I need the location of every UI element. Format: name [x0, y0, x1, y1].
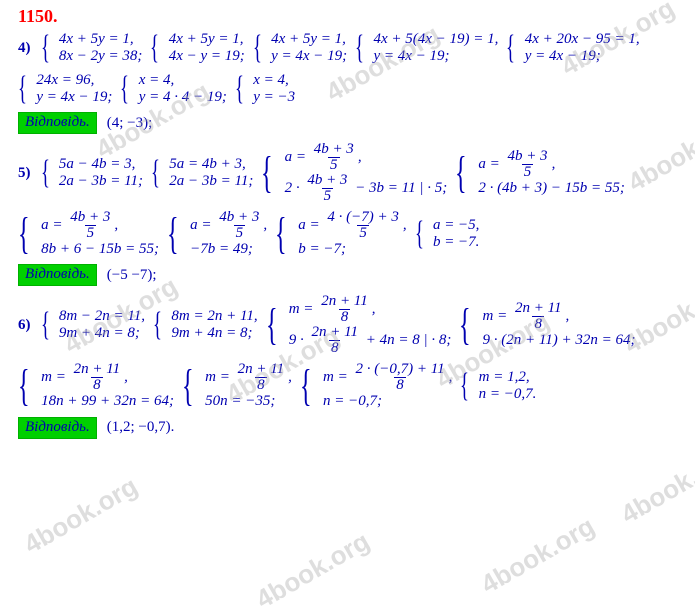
answer-value: (−5 −7); — [107, 267, 157, 284]
p5-number: 5) — [18, 165, 31, 182]
exercise-number: 1150. — [18, 6, 685, 27]
equation-system: { 5a − 4b = 3, 2a − 3b = 11; — [41, 156, 143, 191]
equation-system: {4x + 5(4x − 19) = 1,y = 4x − 19; — [355, 31, 498, 66]
p4-number: 4) — [18, 40, 31, 57]
equation-system: { m = 2n + 118, 18n + 99 + 32n = 64; — [18, 362, 174, 410]
equation-system: { a = 4b + 35, 2 · (4b + 3) − 15b = 55; — [455, 149, 625, 197]
equation-system: { m = 2n + 118, 9 · 2n + 118 + 4n = 8 | … — [266, 294, 452, 356]
equation-system: { m = 2 · (−0,7) + 118, n = −0,7; — [300, 362, 452, 410]
p5-row1: 5) { 5a − 4b = 3, 2a − 3b = 11; { 5a = 4… — [18, 142, 685, 204]
p6-answer: Відповідь. (1,2; −0,7). — [18, 417, 685, 439]
watermark: 4book.org — [19, 471, 143, 561]
p6-number: 6) — [18, 317, 31, 334]
equation-system: {x = 4,y = 4 · 4 − 19; — [120, 72, 226, 107]
equation-system: {4x + 20x − 95 = 1,y = 4x − 19; — [506, 31, 639, 66]
page: 4book.org 4book.org 4book.org 4book.org … — [0, 0, 695, 608]
equation-system: { a = 4 · (−7) + 35, b = −7; — [275, 210, 406, 258]
watermark: 4book.org — [251, 526, 375, 608]
equation-system: { a = 4b + 35, −7b = 49; — [167, 210, 267, 258]
equation-system: {4x + 5y = 1,4x − y = 19; — [150, 31, 244, 66]
equation-system: {x = 4,y = −3 — [235, 72, 295, 107]
watermark: 4book.org — [476, 511, 600, 601]
equation-system: {24x = 96,y = 4x − 19; — [18, 72, 112, 107]
equation-system: {4x + 5y = 1,8x − 2y = 38; — [41, 31, 143, 66]
answer-value: (4; −3); — [107, 115, 153, 132]
answer-label: Відповідь. — [18, 264, 97, 286]
p4-row2: {24x = 96,y = 4x − 19; {x = 4,y = 4 · 4 … — [18, 72, 685, 107]
equation-system: { a = 4b + 35, 2 · 4b + 35 − 3b = 11 | ·… — [261, 142, 447, 204]
answer-label: Відповідь. — [18, 417, 97, 439]
equation-system: { a = 4b + 35, 8b + 6 − 15b = 55; — [18, 210, 159, 258]
p4-row1: 4) {4x + 5y = 1,8x − 2y = 38; {4x + 5y =… — [18, 31, 685, 66]
equation-system: { a = −5, b = −7. — [415, 217, 480, 252]
p4-answer: Відповідь. (4; −3); — [18, 112, 685, 134]
answer-label: Відповідь. — [18, 112, 97, 134]
answer-value: (1,2; −0,7). — [107, 419, 175, 436]
equation-system: { 8m = 2n + 11, 9m + 4n = 8; — [153, 308, 258, 343]
p6-row1: 6) { 8m − 2n = 11, 9m + 4n = 8; { 8m = 2… — [18, 294, 685, 356]
p6-row2: { m = 2n + 118, 18n + 99 + 32n = 64; { m… — [18, 362, 685, 410]
watermark: 4book.org — [616, 441, 695, 531]
equation-system: { m = 2n + 118, 50n = −35; — [182, 362, 292, 410]
equation-system: { m = 2n + 118, 9 · (2n + 11) + 32n = 64… — [459, 301, 635, 349]
p5-row2: { a = 4b + 35, 8b + 6 − 15b = 55; { a = … — [18, 210, 685, 258]
equation-system: { 8m − 2n = 11, 9m + 4n = 8; — [41, 308, 146, 343]
equation-system: {4x + 5y = 1,y = 4x − 19; — [253, 31, 347, 66]
equation-system: { 5a = 4b + 3, 2a − 3b = 11; — [151, 156, 253, 191]
p5-answer: Відповідь. (−5 −7); — [18, 264, 685, 286]
equation-system: { m = 1,2, n = −0,7. — [460, 369, 536, 404]
